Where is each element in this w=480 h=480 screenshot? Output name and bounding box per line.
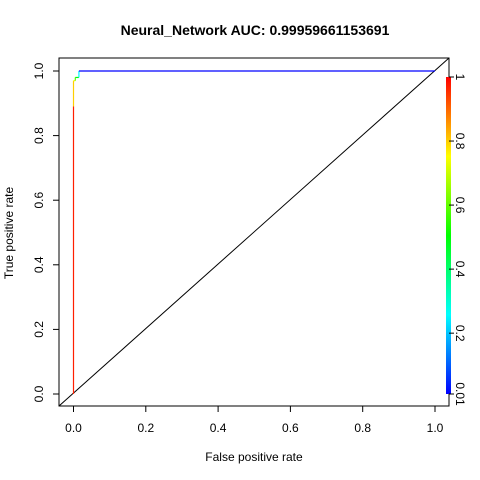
plot-area: 0.0 0.2 0.4 0.6 0.8 1.0 0.0 0.2 0.4 0.6 0.8 1.0 0.01… <box>32 57 467 435</box>
colorbar-tick-label: 0.2 <box>453 325 467 342</box>
colorbar-tick-label: 0.8 <box>453 133 467 150</box>
x-axis-label: False positive rate <box>205 450 303 464</box>
x-tick-label: 0.2 <box>137 421 154 435</box>
x-tick-label: 1.0 <box>427 421 444 435</box>
y-tick-label: 0.4 <box>32 256 46 273</box>
x-tick-label: 0.4 <box>210 421 227 435</box>
colorbar-tick-label: 0.4 <box>453 261 467 278</box>
x-tick-label: 0.6 <box>282 421 299 435</box>
colorbar-tick-label: 1 <box>453 74 467 81</box>
y-tick-label: 0.0 <box>32 385 46 402</box>
y-tick-label: 0.8 <box>32 127 46 144</box>
y-axis-label: True positive rate <box>2 187 16 280</box>
x-tick-label: 0.8 <box>354 421 371 435</box>
x-tick-label: 0.0 <box>65 421 82 435</box>
chart-title: Neural_Network AUC: 0.99959661153691 <box>121 22 390 38</box>
colorbar <box>446 77 451 394</box>
y-tick-label: 0.6 <box>32 192 46 209</box>
y-tick-label: 0.2 <box>32 321 46 338</box>
reference-diagonal <box>58 57 450 407</box>
colorbar-tick-label: 0.6 <box>453 197 467 214</box>
y-tick-label: 1.0 <box>32 62 46 79</box>
colorbar-tick-label: 0.01 <box>453 382 467 406</box>
